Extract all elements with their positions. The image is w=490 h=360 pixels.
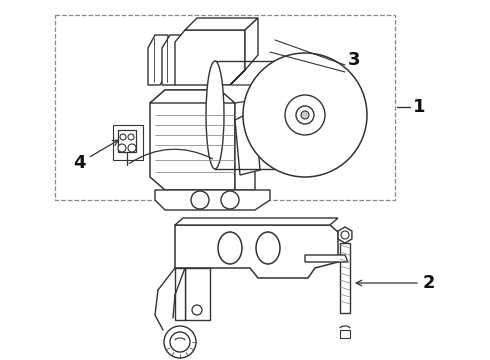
Bar: [340, 243, 350, 313]
Circle shape: [285, 95, 325, 135]
Ellipse shape: [256, 232, 280, 264]
Circle shape: [128, 144, 136, 152]
Text: 2: 2: [423, 274, 436, 292]
Polygon shape: [230, 18, 258, 85]
Circle shape: [243, 53, 367, 177]
Circle shape: [120, 134, 126, 140]
Polygon shape: [185, 18, 258, 30]
Text: 3: 3: [348, 51, 361, 69]
Circle shape: [191, 191, 209, 209]
Circle shape: [301, 111, 309, 119]
Circle shape: [192, 305, 202, 315]
Text: 1: 1: [413, 98, 425, 116]
Circle shape: [341, 231, 349, 239]
Bar: [55, 15, 395, 200]
Polygon shape: [175, 30, 245, 85]
Bar: [118, 130, 136, 152]
Polygon shape: [235, 110, 260, 175]
Polygon shape: [175, 218, 338, 225]
Polygon shape: [155, 190, 270, 210]
Bar: [340, 330, 350, 338]
Ellipse shape: [206, 61, 224, 169]
Circle shape: [170, 332, 190, 352]
Ellipse shape: [218, 232, 242, 264]
Polygon shape: [338, 227, 352, 243]
Polygon shape: [148, 35, 168, 85]
Bar: [113, 125, 143, 160]
Polygon shape: [150, 90, 235, 190]
Polygon shape: [162, 35, 183, 85]
Circle shape: [221, 191, 239, 209]
Polygon shape: [220, 90, 255, 190]
Polygon shape: [220, 85, 255, 103]
Polygon shape: [305, 255, 348, 262]
Text: 4: 4: [73, 154, 85, 172]
Polygon shape: [150, 90, 270, 103]
Polygon shape: [175, 268, 185, 320]
Circle shape: [164, 326, 196, 358]
Polygon shape: [185, 268, 210, 320]
Circle shape: [128, 134, 134, 140]
Circle shape: [296, 106, 314, 124]
Circle shape: [118, 144, 126, 152]
Polygon shape: [175, 225, 338, 278]
